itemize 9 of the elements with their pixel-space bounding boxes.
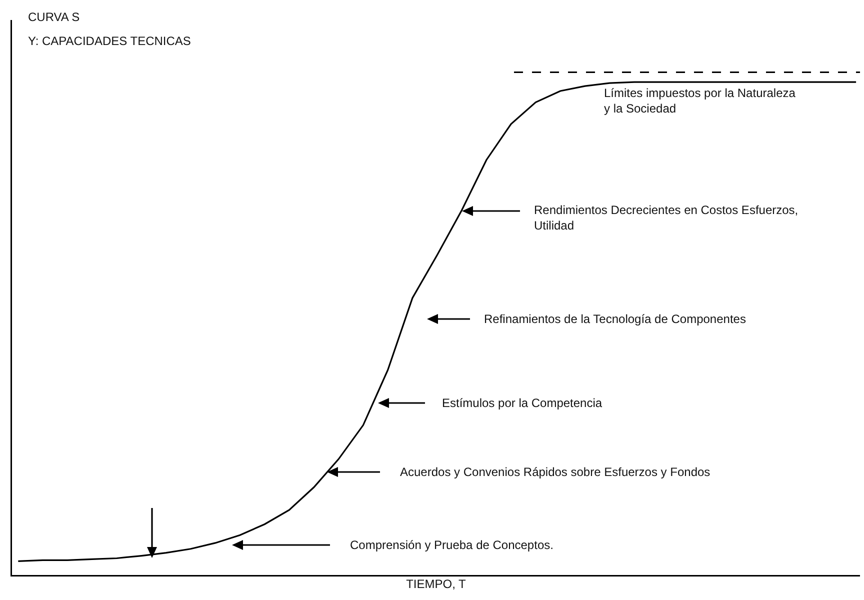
annotation: Rendimientos Decrecientes en Costos Esfuerzos, Utilidad — [534, 203, 798, 233]
x-axis-title: TIEMPO, T — [406, 577, 467, 592]
annotation: Acuerdos y Convenios Rápidos sobre Esfuerzos y Fondos — [400, 465, 710, 479]
y-axis-title: Y: CAPACIDADES TECNICAS — [28, 34, 191, 48]
annotation: Comprensión y Prueba de Conceptos. — [350, 538, 554, 552]
ref-line-label: Límites impuestos por la Naturaleza y la Sociedad — [604, 86, 796, 116]
annotation: Refinamientos de la Tecnología de Componentes — [484, 312, 746, 326]
annotation: Estímulos por la Competencia — [442, 396, 602, 410]
chart-title: CURVA S — [28, 10, 80, 24]
